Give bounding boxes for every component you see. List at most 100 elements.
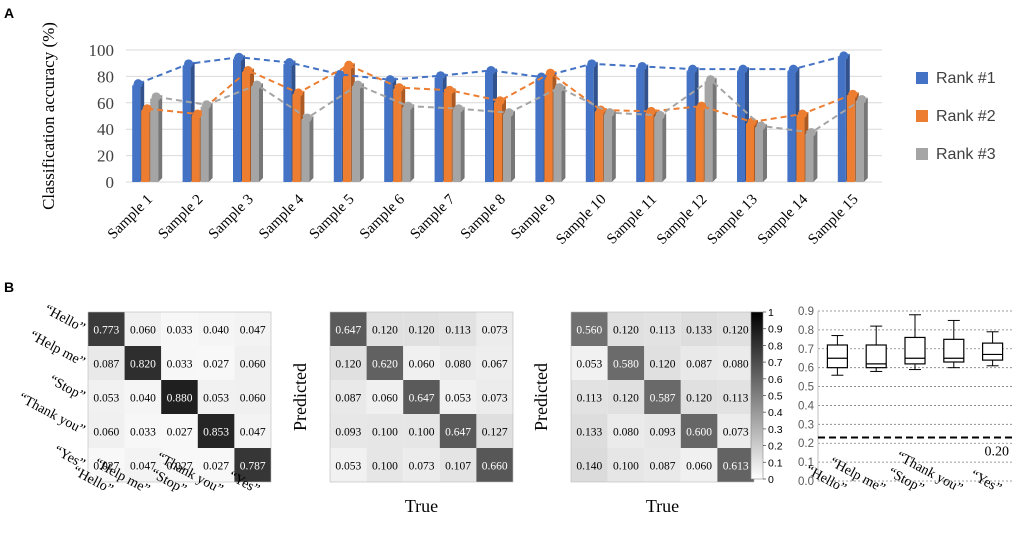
bar-rank1 [233,59,241,182]
cell-value: 0.047 [240,325,266,337]
cell-value: 0.613 [723,461,749,473]
cell-value: 0.053 [203,393,229,405]
colorbar-tick-label: 0 [768,474,774,486]
box [904,336,926,365]
heatmap-cell [717,448,754,482]
x-axis-title: True [405,496,438,516]
bar-rank1 [585,65,594,182]
cell-value: 0.773 [93,325,119,337]
cell-value: 0.060 [240,393,266,405]
heatmap-cell [403,312,440,346]
heatmap-cell [366,312,404,346]
data-point [344,60,354,70]
bar-rank2 [494,102,502,182]
bar-side [763,123,767,182]
bar-chart: 0 20 40 60 80 100 Classification accuracy (%) S… [39,22,996,248]
bar-rank1 [132,85,141,182]
heatmap-cell [717,414,754,448]
cell-value: 0.060 [93,427,119,439]
heatmap-cell [124,346,162,380]
bar-rank1 [787,71,796,182]
heatmap-cell [680,312,718,346]
y-tick-label: 100 [89,41,115,60]
heatmap-cell [88,346,125,380]
data-point [335,69,345,79]
heatmap-cell [680,414,718,448]
cell-value: 0.053 [93,393,119,405]
cell-value: 0.587 [650,393,676,405]
heatmap-cell [644,414,681,448]
cell-value: 0.113 [445,325,471,337]
x-tick-label: Sample 7 [407,191,458,242]
colorbar-tick-label: 0.8 [768,340,783,352]
bar-rank2 [796,116,805,182]
heatmap-cell [607,414,645,448]
y-tick-label: 0.2 [798,438,814,450]
bar-rank2 [645,113,654,182]
x-tick-label: Sample 9 [508,192,559,243]
x-tick-label: “Yes” [968,468,1004,497]
colorbar-tick-label: 0.3 [768,424,783,436]
data-point [184,59,194,69]
heatmap-cell [197,414,235,448]
heatmap-cell [366,448,404,482]
bar-side [561,85,566,182]
heatmap-cell [439,346,477,380]
heatmap-cell [124,312,162,346]
heatmap-cell [330,312,367,346]
cell-value: 0.140 [576,461,602,473]
cell-value: 0.027 [203,359,229,371]
heatmap-cell [197,448,235,482]
data-point [252,80,262,90]
data-point [284,58,294,68]
heatmap-cell [234,346,271,380]
data-point [504,108,514,118]
bar-rank1 [333,76,342,182]
bar-rank3 [251,86,259,182]
y-tick-label: 0.7 [798,344,814,356]
y-tick-label: 0 [106,173,115,192]
confusion-matrices: 0.773 0.060 0.033 0.040 0.047 0.087 0.820 0.033… [16,302,755,516]
bar-side [208,102,213,182]
data-point [133,79,143,89]
data-point [193,109,203,119]
heatmap-cell [476,380,513,414]
y-tick-label: 60 [97,94,114,113]
cell-value: 0.060 [686,461,712,473]
cell-value: 0.033 [130,427,156,439]
data-point [486,65,496,75]
cell-value: 0.047 [130,461,156,473]
bar-rank2 [846,96,855,182]
heatmap-cell [88,380,125,414]
data-point [655,110,665,120]
bar-rank3 [654,117,663,182]
bar-rank3 [351,86,360,182]
box [943,338,965,363]
x-tick-label: Sample 12 [654,192,710,248]
heatmap-cell [644,448,681,482]
y-axis-title: Predicted [531,363,551,431]
cell-value: 0.120 [613,325,639,337]
cell-value: 0.120 [613,393,639,405]
x-tick-label: Sample 8 [458,192,509,243]
colorbar-tick-label: 0.1 [768,457,783,469]
cell-value: 0.647 [335,325,361,337]
heatmap-cell [476,448,513,482]
heatmap-cell [403,380,440,414]
cell-value: 0.087 [650,461,676,473]
bar-side [460,106,465,182]
cell-value: 0.027 [167,427,193,439]
bar-rank3 [301,119,310,182]
y-axis-title: Predicted [290,363,310,431]
data-point [234,52,244,62]
x-tick-label: Sample 11 [604,192,660,248]
y-tick-label: 0.5 [798,382,814,394]
bar-rank2 [695,108,704,182]
data-point [243,65,253,75]
heatmap-cell [439,312,477,346]
data-point [454,104,464,114]
data-point [605,108,615,118]
colorbar-tick-label: 0.5 [768,391,783,403]
data-point [202,100,212,110]
